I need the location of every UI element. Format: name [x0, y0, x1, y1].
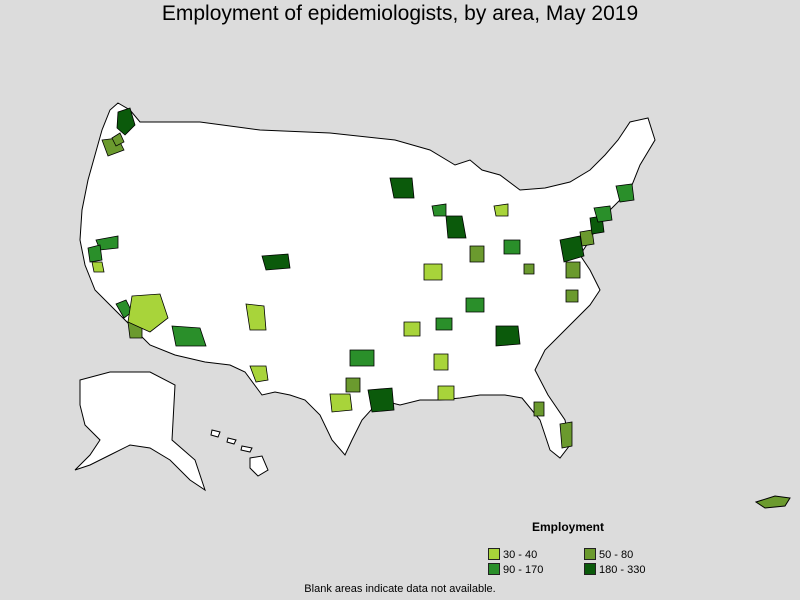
area-denver — [261, 253, 291, 271]
puerto-rico-shape — [754, 495, 791, 509]
area-raleigh — [565, 289, 579, 303]
area-charleston-wv — [523, 263, 535, 275]
area-salem — [111, 132, 125, 147]
area-st-louis — [423, 263, 443, 281]
area-seattle — [116, 107, 136, 136]
hawaii-shape — [210, 429, 269, 477]
area-san-jose — [91, 261, 105, 273]
area-chicago — [445, 215, 467, 239]
area-new-orleans — [437, 385, 455, 401]
legend-title: Employment — [532, 520, 605, 534]
area-richmond — [565, 261, 581, 279]
area-tampa — [533, 401, 545, 417]
area-atlanta — [495, 325, 521, 347]
footnote: Blank areas indicate data not available. — [304, 583, 496, 595]
area-madison — [431, 203, 447, 217]
legend-item-50-80: 50 - 80 — [584, 548, 633, 561]
area-el-paso — [249, 365, 269, 383]
area-lansing — [493, 203, 509, 217]
legend-label-90-170: 90 - 170 — [503, 564, 544, 576]
map-title: Employment of epidemiologists, by area, … — [161, 2, 639, 25]
area-polygons — [87, 107, 635, 449]
area-sf-bay — [87, 244, 103, 263]
area-minneapolis — [389, 177, 415, 199]
legend-swatch-50-80 — [584, 548, 596, 560]
area-jackson — [433, 353, 449, 371]
legend-label-30-40: 30 - 40 — [503, 549, 538, 561]
area-phoenix — [127, 293, 169, 333]
area-boston — [615, 183, 635, 203]
area-new-york — [593, 205, 613, 223]
area-columbus — [503, 239, 521, 255]
area-san-antonio — [329, 393, 353, 413]
legend-item-30-40: 30 - 40 — [488, 548, 537, 561]
area-miami — [559, 421, 573, 449]
legend-item-180-330: 180 - 330 — [584, 563, 645, 576]
alaska-shape — [74, 371, 206, 492]
area-dc — [559, 235, 585, 263]
area-albuquerque — [245, 303, 267, 331]
area-indianapolis — [469, 245, 485, 263]
area-nashville — [465, 297, 485, 313]
area-tucson — [171, 325, 207, 347]
area-austin — [345, 377, 361, 393]
area-baltimore — [579, 229, 595, 247]
contiguous-us-shape — [79, 102, 656, 459]
area-dallas — [349, 349, 375, 367]
legend-label-180-330: 180 - 330 — [599, 564, 646, 576]
legend-swatch-180-330 — [584, 563, 596, 575]
legend-swatch-30-40 — [488, 548, 500, 560]
area-memphis — [435, 317, 453, 331]
legend-item-90-170: 90 - 170 — [488, 563, 543, 576]
area-little-rock — [403, 321, 421, 337]
legend-label-50-80: 50 - 80 — [599, 549, 634, 561]
area-houston — [367, 387, 395, 413]
legend-swatch-90-170 — [488, 563, 500, 575]
